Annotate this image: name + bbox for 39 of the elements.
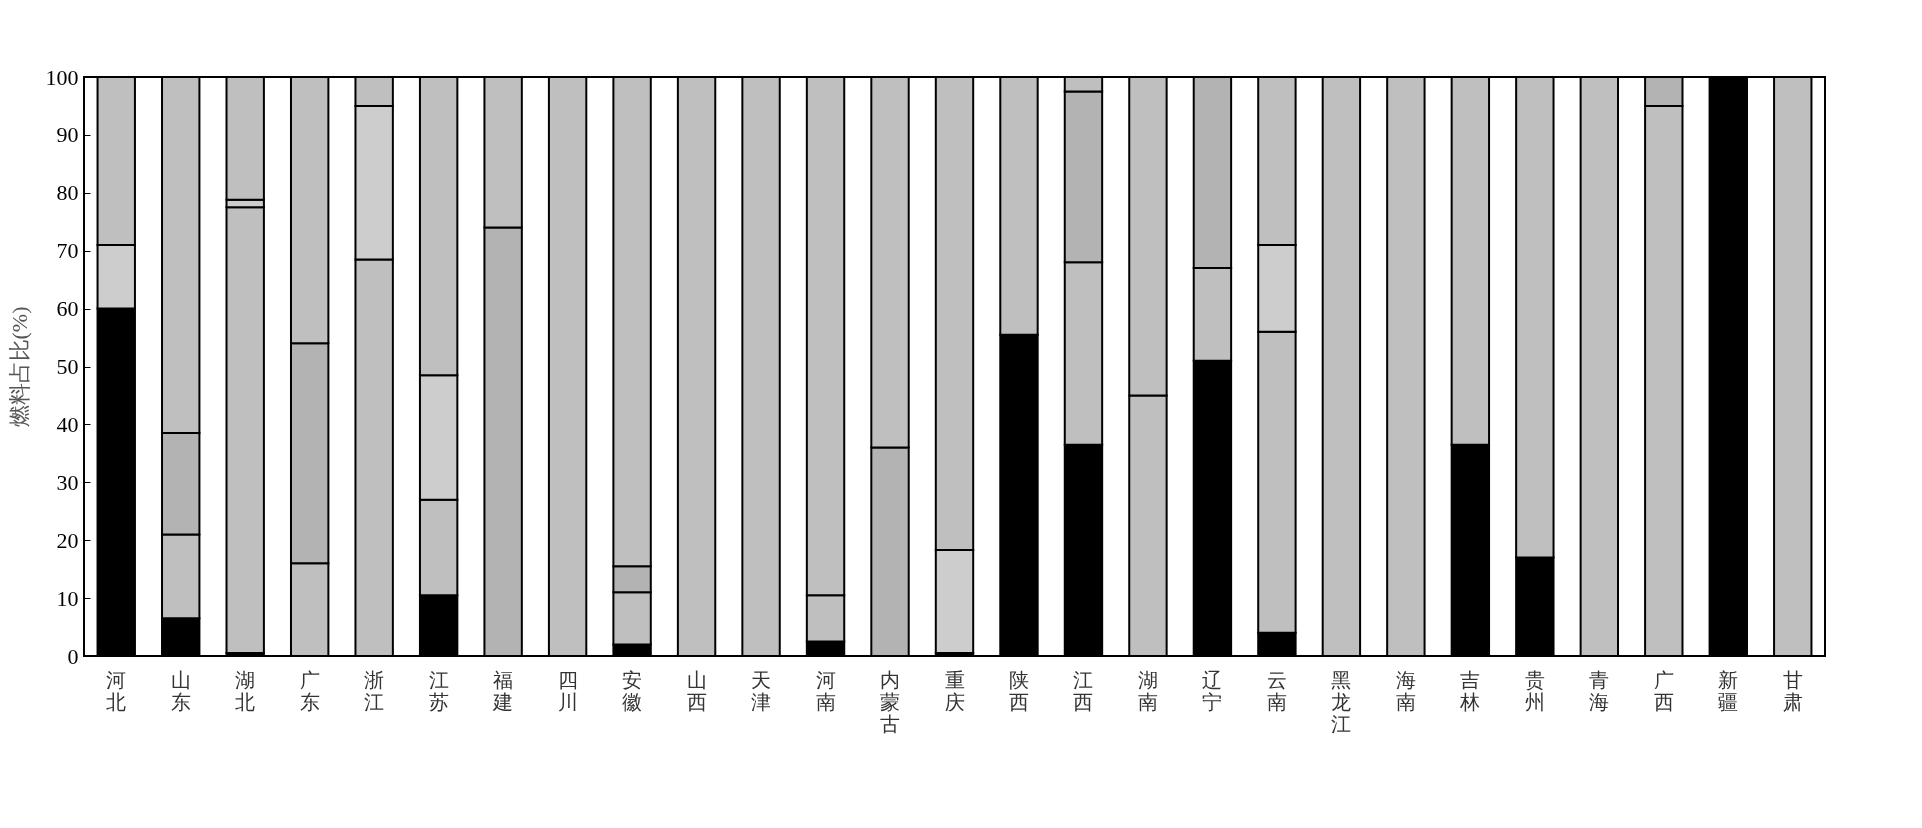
x-tick-label: 广西 xyxy=(1653,668,1674,713)
x-tick-label: 海南 xyxy=(1395,668,1416,713)
y-tick-label: 60 xyxy=(56,296,79,322)
x-tick-label: 贵州 xyxy=(1524,668,1545,713)
x-tick-label: 内蒙古 xyxy=(880,668,901,735)
x-tick-label: 黑龙江 xyxy=(1331,668,1352,735)
y-tick-label: 0 xyxy=(67,643,79,669)
y-tick-label: 40 xyxy=(56,411,79,437)
x-tick-label: 重庆 xyxy=(944,668,965,713)
y-tick-label: 80 xyxy=(56,180,79,206)
x-tick-label: 山西 xyxy=(686,668,707,713)
y-tick-label: 10 xyxy=(56,585,79,611)
y-tick-label: 100 xyxy=(45,64,79,90)
y-tick-label: 50 xyxy=(56,354,79,379)
x-tick-label: 河南 xyxy=(815,668,836,713)
x-tick-label: 浙江 xyxy=(364,668,385,713)
x-tick-label: 湖南 xyxy=(1137,668,1158,713)
x-tick-label: 陕西 xyxy=(1008,668,1029,713)
x-tick-label: 天津 xyxy=(751,668,772,713)
x-tick-label: 广东 xyxy=(299,668,320,713)
x-tick-label: 湖北 xyxy=(235,668,256,713)
x-tick-label: 吉林 xyxy=(1459,668,1481,713)
x-tick-label: 甘肃 xyxy=(1782,668,1803,713)
x-tick-label: 辽宁 xyxy=(1202,668,1223,713)
y-tick-label: 20 xyxy=(56,527,79,553)
x-tick-label: 福建 xyxy=(492,668,514,713)
x-tick-label: 山东 xyxy=(170,668,191,713)
y-tick-label: 70 xyxy=(56,238,79,264)
x-tick-label: 江西 xyxy=(1073,668,1094,713)
x-tick-label: 云南 xyxy=(1266,668,1287,713)
x-tick-label: 江苏 xyxy=(428,668,449,713)
x-tick-label: 新疆 xyxy=(1718,668,1739,713)
y-tick-label: 90 xyxy=(56,122,79,148)
x-tick-label: 四川 xyxy=(557,668,578,713)
y-axis-title: 燃料占比(%) xyxy=(6,306,32,428)
x-tick-label: 安徽 xyxy=(622,668,643,713)
x-tick-label: 青海 xyxy=(1589,668,1610,713)
y-tick-label: 30 xyxy=(56,469,79,495)
x-tick-label: 河北 xyxy=(106,668,127,713)
